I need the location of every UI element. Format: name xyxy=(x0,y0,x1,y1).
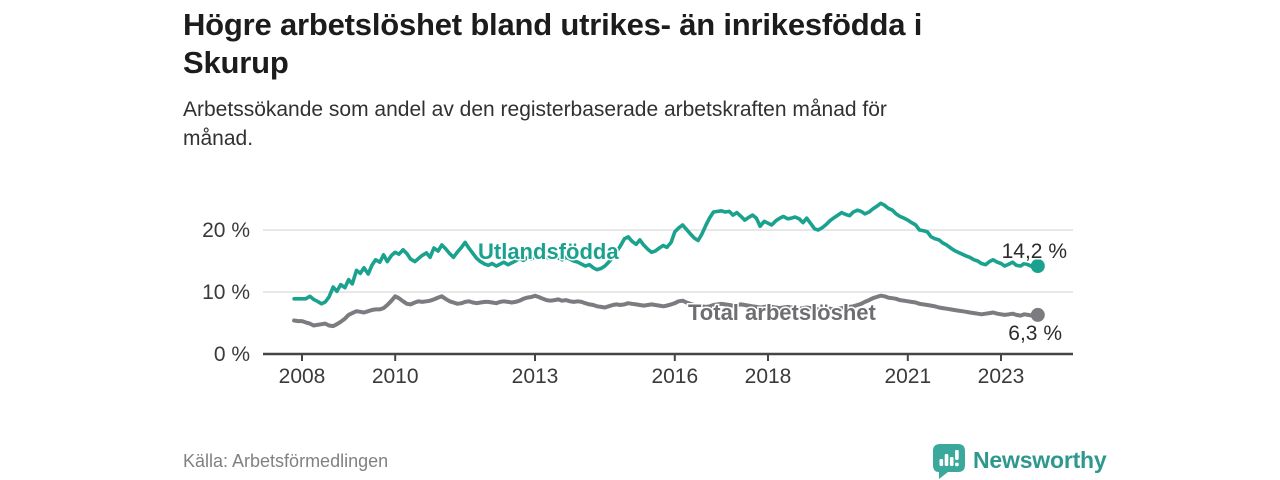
x-tick-label-2008: 2008 xyxy=(279,365,326,388)
series-endpoint-total xyxy=(1030,307,1045,322)
subtitle-line-2: månad. xyxy=(183,127,254,150)
x-tick-label-2023: 2023 xyxy=(978,365,1025,388)
x-tick-label-2016: 2016 xyxy=(651,365,698,388)
series-endpoint-foreign-born xyxy=(1030,259,1045,273)
subtitle-line-1: Arbetssökande som andel av den registerb… xyxy=(183,98,887,121)
title-line-2: Skurup xyxy=(183,45,289,80)
bar-chart-speech-bubble-icon xyxy=(933,444,965,479)
series-line-foreign-born xyxy=(292,201,1040,306)
gridlines xyxy=(263,229,1073,293)
value-label-foreign-born: 14,2 % xyxy=(1002,240,1067,263)
brand-logo: Newsworthy xyxy=(932,443,1107,479)
title-line-1: Högre arbetslöshet bland utrikes- än inr… xyxy=(183,7,923,42)
brand-name: Newsworthy xyxy=(973,447,1107,473)
x-tick-label-2021: 2021 xyxy=(884,365,931,388)
chart-subtitle: Arbetssökande som andel av den registerb… xyxy=(183,95,1143,153)
source-note: Källa: Arbetsförmedlingen xyxy=(183,451,389,471)
series-line-total xyxy=(292,293,1040,329)
page-title: Högre arbetslöshet bland utrikes- än inr… xyxy=(183,6,1143,82)
y-tick-label-10: 10 % xyxy=(202,281,250,304)
y-tick-label-0: 0 % xyxy=(214,343,250,366)
series-label-total: Total arbetslöshet xyxy=(688,300,877,325)
x-tick-label-2018: 2018 xyxy=(745,365,792,388)
y-tick-label-20: 20 % xyxy=(202,219,250,242)
x-tick-label-2010: 2010 xyxy=(372,365,419,388)
value-label-total: 6,3 % xyxy=(1008,322,1062,345)
x-tick-label-2013: 2013 xyxy=(512,365,559,388)
series-label-foreign-born: Utlandsfödda xyxy=(478,239,619,264)
x-axis: 2008 2010 2013 2016 2018 2021 2023 xyxy=(263,352,1073,388)
y-axis-labels: 0 % 10 % 20 % xyxy=(202,219,250,366)
